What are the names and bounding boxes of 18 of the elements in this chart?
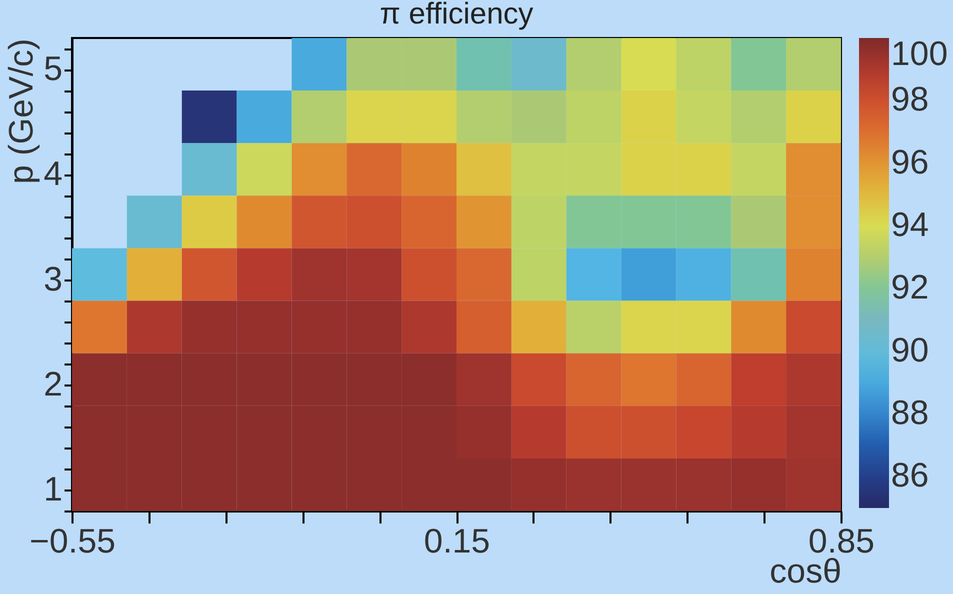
color-bar-label: 92: [891, 268, 929, 307]
color-bar-label: 98: [891, 80, 929, 119]
y-axis-title: p (GeV/c): [2, 38, 41, 184]
x-tick-label: −0.55: [29, 522, 116, 560]
color-bar-label: 90: [891, 331, 929, 370]
color-bar-label: 96: [891, 143, 929, 182]
y-tick-label: 5: [44, 50, 62, 88]
x-tick-label: 0.15: [424, 522, 490, 560]
y-tick-label: 4: [44, 155, 62, 194]
color-bar-label: 88: [891, 394, 929, 432]
y-tick-label: 1: [44, 470, 62, 508]
color-bar-label: 94: [891, 206, 929, 244]
color-bar-label: 86: [891, 456, 929, 495]
x-axis-title: cosθ: [770, 552, 842, 590]
chart-title: π efficiency: [380, 0, 534, 31]
color-bar-label: 100: [891, 35, 948, 73]
y-tick-label: 2: [44, 365, 62, 404]
y-tick-label: 3: [44, 260, 62, 298]
